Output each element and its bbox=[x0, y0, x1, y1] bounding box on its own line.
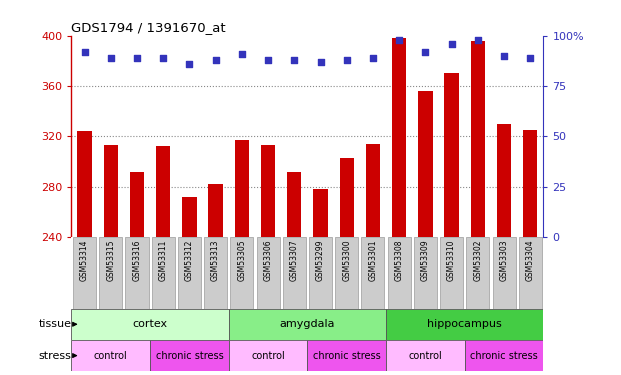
Text: GSM53305: GSM53305 bbox=[237, 239, 247, 281]
Point bbox=[289, 57, 299, 63]
Point bbox=[184, 61, 194, 67]
Bar bbox=[465, 340, 543, 371]
Bar bbox=[150, 340, 229, 371]
Text: GSM53302: GSM53302 bbox=[473, 239, 483, 280]
Text: GSM53309: GSM53309 bbox=[421, 239, 430, 281]
Bar bbox=[256, 237, 279, 309]
Point bbox=[315, 59, 325, 65]
Bar bbox=[519, 237, 542, 309]
Text: control: control bbox=[409, 351, 442, 361]
Bar bbox=[229, 309, 386, 340]
Text: chronic stress: chronic stress bbox=[313, 351, 381, 361]
Point bbox=[342, 57, 351, 63]
Bar bbox=[229, 340, 307, 371]
Text: stress: stress bbox=[39, 351, 71, 361]
Bar bbox=[392, 38, 406, 237]
Point bbox=[158, 55, 168, 61]
Bar bbox=[440, 237, 463, 309]
Bar bbox=[71, 340, 150, 371]
Text: GSM53301: GSM53301 bbox=[368, 239, 378, 280]
Point bbox=[473, 37, 483, 43]
Point bbox=[368, 55, 378, 61]
Bar bbox=[313, 189, 328, 237]
Text: tissue: tissue bbox=[39, 319, 71, 329]
Bar bbox=[414, 237, 437, 309]
Text: GSM53306: GSM53306 bbox=[263, 239, 273, 281]
Bar bbox=[340, 158, 354, 237]
Text: GSM53311: GSM53311 bbox=[159, 239, 168, 280]
Text: GSM53313: GSM53313 bbox=[211, 239, 220, 280]
Bar bbox=[204, 237, 227, 309]
Bar bbox=[366, 144, 380, 237]
Point bbox=[420, 49, 430, 55]
Bar bbox=[178, 237, 201, 309]
Bar bbox=[388, 237, 410, 309]
Text: chronic stress: chronic stress bbox=[155, 351, 224, 361]
Text: hippocampus: hippocampus bbox=[427, 319, 502, 329]
Bar bbox=[130, 171, 144, 237]
Point bbox=[237, 51, 247, 57]
Bar bbox=[73, 237, 96, 309]
Bar bbox=[497, 124, 511, 237]
Bar bbox=[261, 145, 275, 237]
Point bbox=[211, 57, 220, 63]
Bar bbox=[418, 91, 433, 237]
Bar bbox=[104, 145, 118, 237]
Bar bbox=[156, 146, 170, 237]
Text: GSM53314: GSM53314 bbox=[80, 239, 89, 280]
Bar bbox=[125, 237, 148, 309]
Bar bbox=[335, 237, 358, 309]
Bar bbox=[71, 309, 229, 340]
Text: GSM53315: GSM53315 bbox=[106, 239, 116, 280]
Bar bbox=[78, 131, 92, 237]
Bar bbox=[466, 237, 489, 309]
Point bbox=[132, 55, 142, 61]
Bar bbox=[309, 237, 332, 309]
Text: cortex: cortex bbox=[132, 319, 168, 329]
Text: GSM53304: GSM53304 bbox=[526, 239, 535, 281]
Text: GSM53307: GSM53307 bbox=[290, 239, 299, 281]
Point bbox=[499, 53, 509, 59]
Text: GSM53299: GSM53299 bbox=[316, 239, 325, 280]
Point bbox=[79, 49, 89, 55]
Bar bbox=[386, 309, 543, 340]
Bar bbox=[283, 237, 306, 309]
Text: control: control bbox=[251, 351, 285, 361]
Bar bbox=[235, 140, 249, 237]
Point bbox=[446, 40, 456, 46]
Text: GSM53308: GSM53308 bbox=[395, 239, 404, 280]
Text: amygdala: amygdala bbox=[279, 319, 335, 329]
Bar bbox=[152, 237, 175, 309]
Bar bbox=[99, 237, 122, 309]
Bar bbox=[386, 340, 465, 371]
Bar bbox=[182, 197, 197, 237]
Text: GSM53310: GSM53310 bbox=[447, 239, 456, 280]
Point bbox=[394, 37, 404, 43]
Bar bbox=[287, 171, 302, 237]
Bar bbox=[230, 237, 253, 309]
Text: GSM53303: GSM53303 bbox=[499, 239, 509, 281]
Bar bbox=[492, 237, 515, 309]
Bar bbox=[209, 184, 223, 237]
Text: chronic stress: chronic stress bbox=[470, 351, 538, 361]
Point bbox=[525, 55, 535, 61]
Bar bbox=[471, 40, 485, 237]
Text: GSM53300: GSM53300 bbox=[342, 239, 351, 281]
Text: GSM53312: GSM53312 bbox=[185, 239, 194, 280]
Text: GDS1794 / 1391670_at: GDS1794 / 1391670_at bbox=[71, 21, 226, 34]
Bar bbox=[307, 340, 386, 371]
Bar bbox=[361, 237, 384, 309]
Point bbox=[106, 55, 116, 61]
Text: GSM53316: GSM53316 bbox=[132, 239, 142, 280]
Text: control: control bbox=[94, 351, 128, 361]
Point bbox=[263, 57, 273, 63]
Bar bbox=[445, 74, 459, 237]
Bar bbox=[523, 130, 538, 237]
